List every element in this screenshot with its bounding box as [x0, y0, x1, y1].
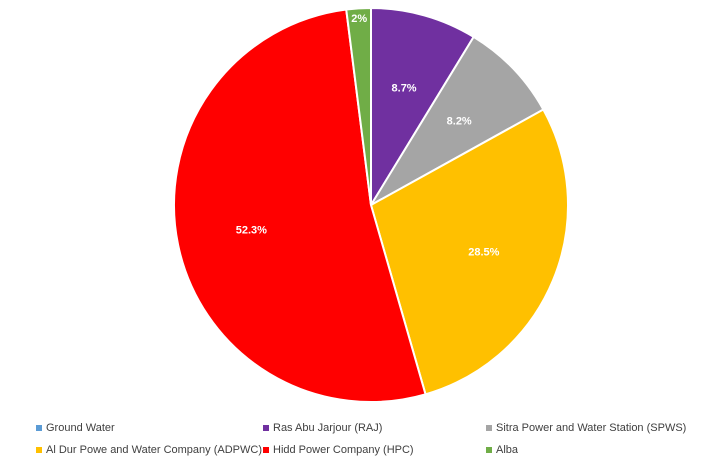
legend-swatch — [486, 425, 492, 431]
legend-item-hidd-power-company-hpc: Hidd Power Company (HPC) — [263, 444, 414, 456]
data-label-sitra-power-and-water-station-spws: 8.2% — [447, 115, 472, 127]
data-label-hidd-power-company-hpc: 52.3% — [236, 225, 267, 237]
legend-item-sitra-power-and-water-station-spws: Sitra Power and Water Station (SPWS) — [486, 422, 686, 434]
legend-item-alba: Alba — [486, 444, 518, 456]
legend-label: Sitra Power and Water Station (SPWS) — [496, 422, 687, 434]
pie-slice-ras-abu-jarjour-raj — [370, 6, 476, 209]
legend-swatch — [36, 447, 42, 453]
legend-item-ras-abu-jarjour-raj: Ras Abu Jarjour (RAJ) — [263, 422, 382, 434]
pie-slice-alba — [345, 6, 372, 206]
legend-label: Ras Abu Jarjour (RAJ) — [273, 422, 383, 434]
data-label-al-dur-powe-and-water-company-adpwc: 28.5% — [468, 247, 499, 259]
legend-label: Hidd Power Company (HPC) — [273, 444, 414, 456]
legend-swatch — [36, 425, 42, 431]
legend-swatch — [263, 425, 269, 431]
legend-swatch — [263, 447, 269, 453]
legend-label: Ground Water — [46, 422, 115, 434]
data-label-alba: 2% — [351, 13, 367, 25]
chart-legend: Ground Water Ras Abu Jarjour (RAJ) Sitra P… — [0, 418, 708, 466]
pie-slice-al-dur-powe-and-water-company-adpwc — [369, 108, 569, 396]
legend-label: Alba — [496, 444, 519, 456]
legend-swatch — [486, 447, 492, 453]
pie-slice-sitra-power-and-water-station-spws — [368, 35, 545, 208]
data-label-ras-abu-jarjour-raj: 8.7% — [392, 82, 417, 94]
legend-label: Al Dur Powe and Water Company (ADPWC) — [46, 444, 262, 456]
legend-item-al-dur-powe-and-water-company-adpwc: Al Dur Powe and Water Company (ADPWC) — [36, 444, 262, 456]
pie-slice-hidd-power-company-hpc — [173, 8, 427, 403]
legend-item-ground-water: Ground Water — [36, 422, 115, 434]
